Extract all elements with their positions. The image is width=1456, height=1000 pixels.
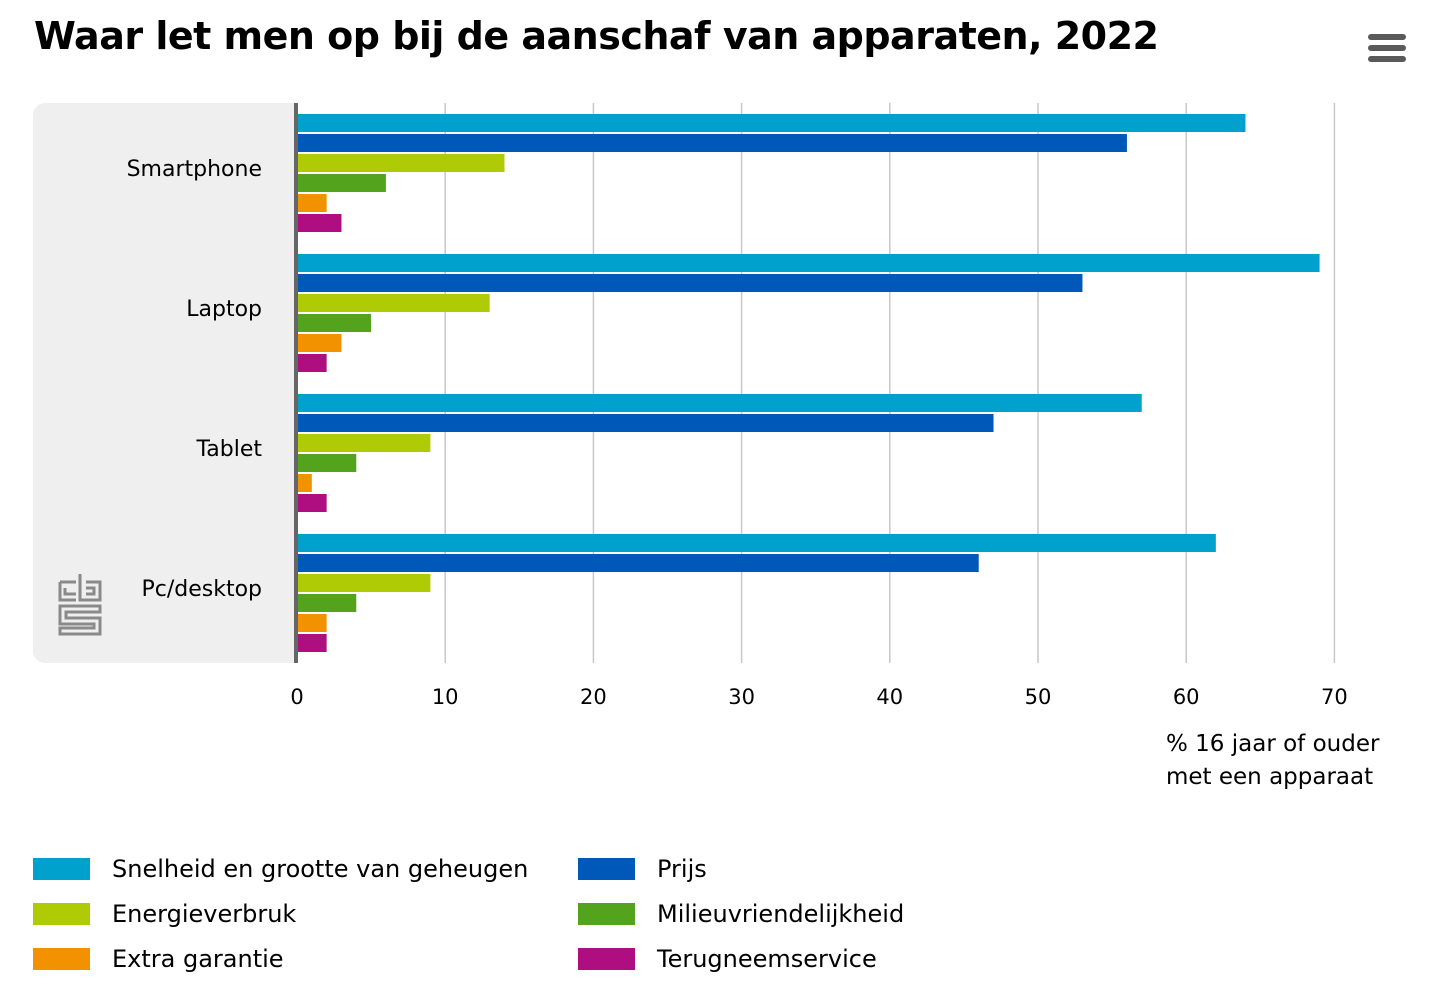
legend-item[interactable]: Extra garantie — [33, 945, 284, 973]
chart-title: Waar let men op bij de aanschaf van appa… — [34, 14, 1159, 58]
legend-label: Extra garantie — [112, 945, 284, 973]
bar-laptop-prijs[interactable] — [297, 274, 1083, 292]
legend-swatch — [33, 948, 90, 970]
category-label: Tablet — [196, 437, 262, 462]
x-axis-title-line-1: % 16 jaar of ouder — [1166, 731, 1380, 757]
legend-swatch — [578, 903, 635, 925]
bar-pc-desktop-extra-garantie[interactable] — [297, 614, 327, 632]
cbs-logo-icon — [58, 574, 102, 636]
bar-tablet-milieuvriendelijkheid[interactable] — [297, 454, 357, 472]
legend-label: Energieverbruk — [112, 900, 297, 928]
bar-pc-desktop-milieuvriendelijkheid[interactable] — [297, 594, 357, 612]
x-axis-title: % 16 jaar of ouder met een apparaat — [1166, 728, 1379, 794]
x-tick-label: 0 — [290, 685, 304, 709]
hamburger-menu-icon[interactable] — [1366, 32, 1408, 64]
bar-laptop-terugneemservice[interactable] — [297, 354, 327, 372]
bar-smartphone-snelheid-en-grootte-van-geheugen[interactable] — [297, 114, 1246, 132]
x-tick-label: 10 — [431, 685, 459, 709]
legend-label: Milieuvriendelijkheid — [657, 900, 905, 928]
bar-laptop-energieverbruk[interactable] — [297, 294, 490, 312]
bar-smartphone-terugneemservice[interactable] — [297, 214, 342, 232]
legend-swatch — [578, 858, 635, 880]
x-tick-label: 40 — [876, 685, 904, 709]
legend-swatch — [33, 903, 90, 925]
category-label: Pc/desktop — [141, 577, 262, 602]
x-axis-title-line-2: met een apparaat — [1166, 764, 1374, 790]
bar-laptop-milieuvriendelijkheid[interactable] — [297, 314, 372, 332]
legend-item[interactable]: Snelheid en grootte van geheugen — [33, 855, 528, 883]
bar-smartphone-extra-garantie[interactable] — [297, 194, 327, 212]
bar-laptop-extra-garantie[interactable] — [297, 334, 342, 352]
legend-item[interactable]: Milieuvriendelijkheid — [578, 900, 904, 928]
bar-tablet-prijs[interactable] — [297, 414, 994, 432]
bar-pc-desktop-energieverbruk[interactable] — [297, 574, 431, 592]
legend-swatch — [578, 948, 635, 970]
legend-item[interactable]: Terugneemservice — [578, 945, 877, 973]
bar-laptop-snelheid-en-grootte-van-geheugen[interactable] — [297, 254, 1320, 272]
legend-swatch — [33, 858, 90, 880]
category-panel — [33, 103, 297, 663]
x-tick-label: 70 — [1321, 685, 1348, 709]
x-tick-label: 30 — [728, 685, 755, 709]
x-tick-label: 20 — [580, 685, 607, 709]
bar-tablet-snelheid-en-grootte-van-geheugen[interactable] — [297, 394, 1142, 412]
bar-smartphone-prijs[interactable] — [297, 134, 1127, 152]
bar-smartphone-energieverbruk[interactable] — [297, 154, 505, 172]
bar-pc-desktop-terugneemservice[interactable] — [297, 634, 327, 652]
legend-item[interactable]: Energieverbruk — [33, 900, 296, 928]
bar-pc-desktop-prijs[interactable] — [297, 554, 979, 572]
legend-label: Snelheid en grootte van geheugen — [112, 855, 529, 883]
bar-tablet-terugneemservice[interactable] — [297, 494, 327, 512]
x-tick-label: 60 — [1172, 685, 1200, 709]
legend-label: Prijs — [657, 855, 707, 883]
bar-tablet-energieverbruk[interactable] — [297, 434, 431, 452]
category-label: Smartphone — [126, 157, 262, 182]
bar-pc-desktop-snelheid-en-grootte-van-geheugen[interactable] — [297, 534, 1216, 552]
legend-label: Terugneemservice — [657, 945, 877, 973]
bar-tablet-extra-garantie[interactable] — [297, 474, 312, 492]
legend-item[interactable]: Prijs — [578, 855, 707, 883]
x-tick-label: 50 — [1024, 685, 1052, 709]
bar-smartphone-milieuvriendelijkheid[interactable] — [297, 174, 386, 192]
category-label: Laptop — [186, 297, 262, 322]
